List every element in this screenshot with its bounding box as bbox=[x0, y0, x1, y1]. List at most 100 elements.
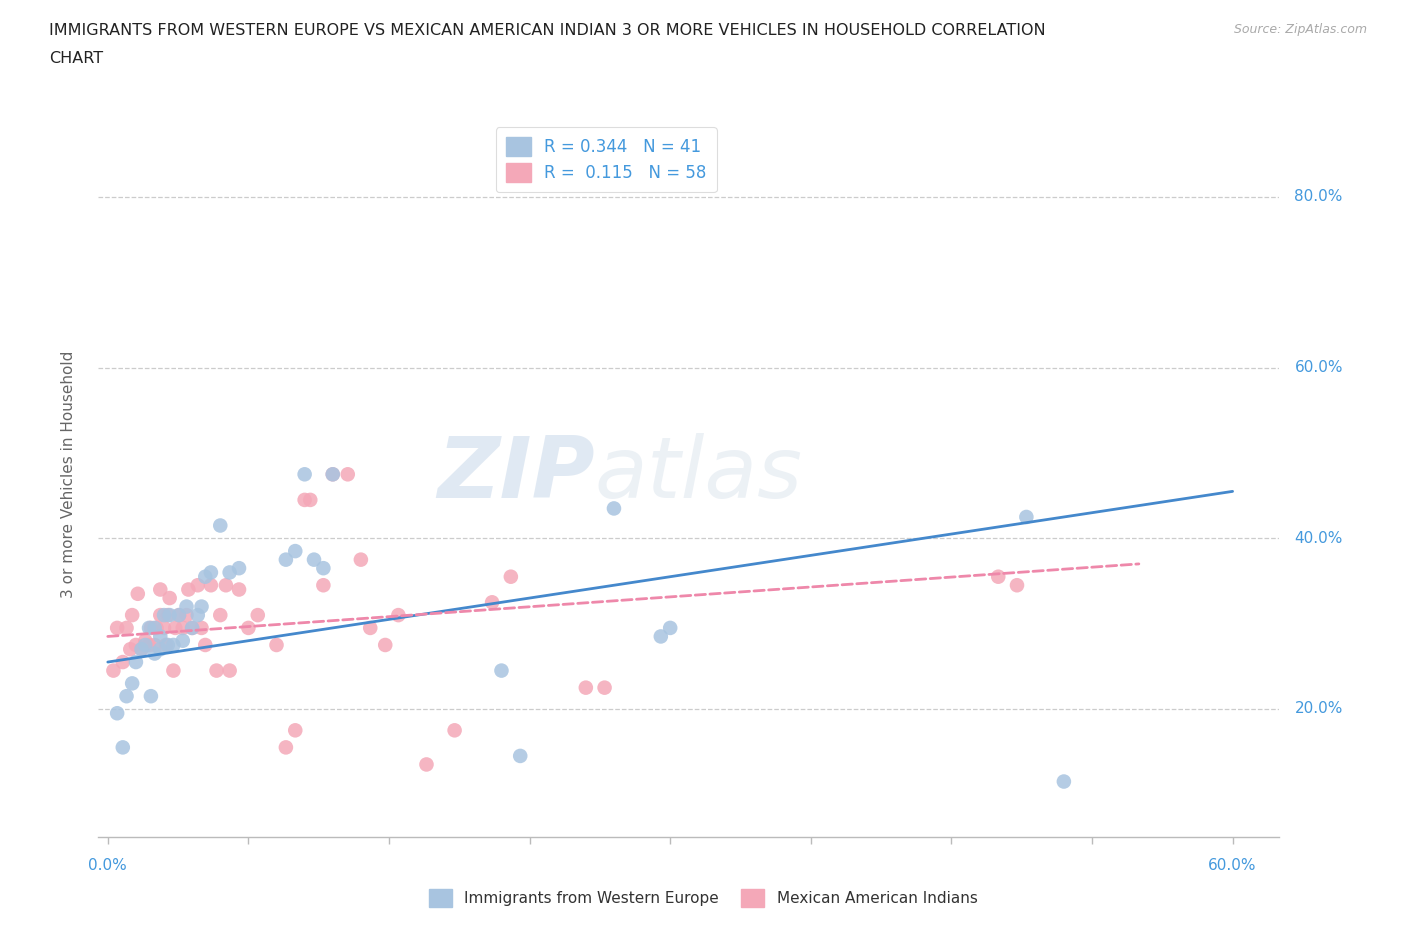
Point bbox=[121, 607, 143, 622]
Point bbox=[322, 467, 344, 482]
Text: IMMIGRANTS FROM WESTERN EUROPE VS MEXICAN AMERICAN INDIAN 3 OR MORE VEHICLES IN : IMMIGRANTS FROM WESTERN EUROPE VS MEXICA… bbox=[49, 23, 1046, 38]
Point bbox=[209, 518, 232, 533]
Point bbox=[415, 757, 437, 772]
Point bbox=[215, 578, 238, 592]
Point bbox=[603, 501, 626, 516]
Text: ZIP: ZIP bbox=[437, 432, 595, 516]
Point bbox=[181, 620, 204, 635]
Point bbox=[1053, 774, 1076, 789]
Text: 0.0%: 0.0% bbox=[89, 858, 127, 873]
Text: 80.0%: 80.0% bbox=[1295, 190, 1343, 205]
Point bbox=[200, 565, 222, 580]
Point bbox=[115, 620, 138, 635]
Point bbox=[205, 663, 228, 678]
Point bbox=[143, 638, 166, 653]
Point bbox=[143, 620, 166, 635]
Point bbox=[499, 569, 522, 584]
Point bbox=[312, 561, 335, 576]
Point bbox=[153, 620, 176, 635]
Point bbox=[1015, 510, 1038, 525]
Point bbox=[111, 655, 134, 670]
Point bbox=[176, 607, 198, 622]
Point bbox=[121, 676, 143, 691]
Point bbox=[145, 620, 167, 635]
Point bbox=[127, 586, 149, 601]
Point bbox=[111, 740, 134, 755]
Point bbox=[659, 620, 682, 635]
Point bbox=[299, 493, 322, 508]
Point bbox=[374, 638, 396, 653]
Point bbox=[312, 578, 335, 592]
Point bbox=[156, 638, 179, 653]
Text: atlas: atlas bbox=[595, 432, 803, 516]
Point bbox=[350, 552, 373, 567]
Point bbox=[1005, 578, 1028, 592]
Point bbox=[181, 620, 204, 635]
Point bbox=[274, 552, 297, 567]
Point bbox=[266, 638, 288, 653]
Point bbox=[194, 569, 217, 584]
Point bbox=[228, 561, 250, 576]
Point bbox=[209, 607, 232, 622]
Point bbox=[200, 578, 222, 592]
Point bbox=[284, 723, 307, 737]
Point bbox=[294, 467, 316, 482]
Point bbox=[125, 655, 148, 670]
Point bbox=[156, 607, 179, 622]
Point bbox=[172, 620, 194, 635]
Point bbox=[105, 706, 128, 721]
Point bbox=[159, 591, 181, 605]
Point bbox=[294, 493, 316, 508]
Point bbox=[149, 607, 172, 622]
Point bbox=[359, 620, 381, 635]
Point bbox=[190, 620, 212, 635]
Point bbox=[131, 642, 153, 657]
Point bbox=[575, 680, 598, 695]
Point bbox=[176, 599, 198, 614]
Point bbox=[194, 638, 217, 653]
Point bbox=[120, 642, 142, 657]
Point bbox=[134, 638, 156, 653]
Point bbox=[134, 633, 156, 648]
Point bbox=[190, 599, 212, 614]
Text: 60.0%: 60.0% bbox=[1295, 360, 1343, 375]
Point bbox=[387, 607, 409, 622]
Point bbox=[987, 569, 1010, 584]
Text: 40.0%: 40.0% bbox=[1295, 531, 1343, 546]
Text: 20.0%: 20.0% bbox=[1295, 701, 1343, 716]
Point bbox=[167, 607, 190, 622]
Point bbox=[143, 646, 166, 661]
Point bbox=[167, 607, 190, 622]
Point bbox=[125, 638, 148, 653]
Point bbox=[218, 565, 240, 580]
Legend: R = 0.344   N = 41, R =  0.115   N = 58: R = 0.344 N = 41, R = 0.115 N = 58 bbox=[496, 127, 717, 193]
Point bbox=[509, 749, 531, 764]
Point bbox=[228, 582, 250, 597]
Point bbox=[650, 629, 672, 644]
Point bbox=[149, 629, 172, 644]
Y-axis label: 3 or more Vehicles in Household: 3 or more Vehicles in Household bbox=[60, 351, 76, 598]
Point bbox=[177, 582, 200, 597]
Point bbox=[155, 638, 177, 653]
Point bbox=[187, 578, 209, 592]
Point bbox=[238, 620, 260, 635]
Point bbox=[149, 582, 172, 597]
Point bbox=[336, 467, 359, 482]
Text: 60.0%: 60.0% bbox=[1208, 858, 1257, 873]
Point bbox=[481, 595, 503, 610]
Point bbox=[159, 607, 181, 622]
Point bbox=[162, 638, 184, 653]
Point bbox=[302, 552, 325, 567]
Text: Source: ZipAtlas.com: Source: ZipAtlas.com bbox=[1233, 23, 1367, 36]
Point bbox=[274, 740, 297, 755]
Point bbox=[165, 620, 187, 635]
Point bbox=[131, 642, 153, 657]
Point bbox=[138, 620, 160, 635]
Point bbox=[115, 689, 138, 704]
Point bbox=[593, 680, 616, 695]
Point bbox=[162, 663, 184, 678]
Point bbox=[149, 642, 172, 657]
Point bbox=[218, 663, 240, 678]
Point bbox=[172, 633, 194, 648]
Point bbox=[284, 544, 307, 559]
